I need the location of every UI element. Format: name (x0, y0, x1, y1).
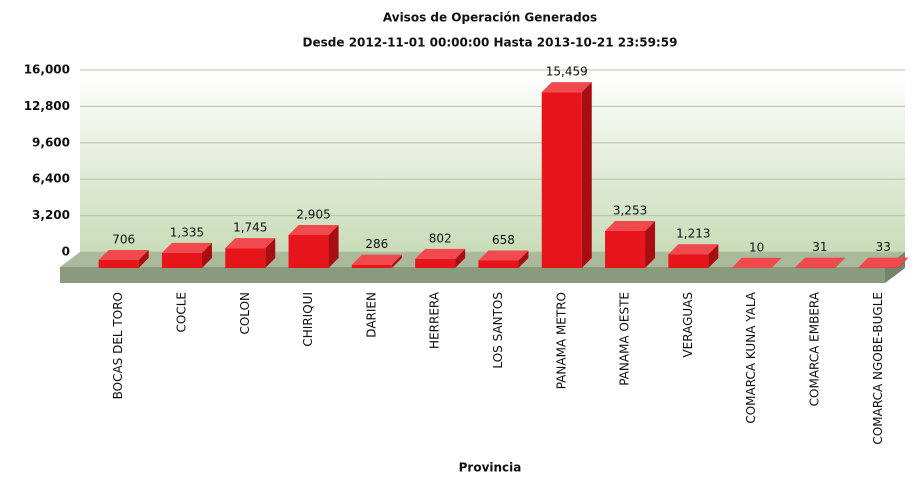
y-tick-label: 0 (62, 245, 70, 259)
floor-front (60, 267, 885, 283)
bar-side (455, 248, 466, 268)
bar (288, 234, 329, 268)
value-label: 2,905 (296, 207, 330, 221)
bar-top (668, 244, 719, 255)
value-label: 286 (365, 237, 388, 251)
bar-side (708, 244, 719, 268)
y-tick-label: 12,800 (24, 99, 70, 113)
chart-title: Avisos de Operación Generados (383, 11, 597, 25)
x-tick-label: VERAGUAS (681, 292, 695, 358)
chart-subtitle: Desde 2012-11-01 00:00:00 Hasta 2013-10-… (303, 36, 678, 50)
bar-side (581, 82, 592, 269)
bar-top (161, 242, 212, 253)
bar (161, 252, 202, 268)
y-tick-label: 9,600 (32, 135, 70, 149)
x-tick-label: COCLE (174, 292, 188, 332)
x-tick-label: COMARCA NGOBE-BUGLE (871, 292, 885, 445)
value-label: 15,459 (546, 65, 588, 79)
bar-side (518, 250, 529, 268)
value-label: 802 (429, 231, 452, 245)
bar-side (645, 220, 656, 268)
bar-top (225, 238, 276, 249)
bar-side (328, 224, 339, 268)
bar-top (858, 257, 909, 268)
bar (478, 260, 519, 268)
bar-top (605, 220, 656, 231)
bar-side (138, 249, 149, 268)
value-label: 33 (876, 240, 891, 254)
x-tick-label: HERRERA (428, 291, 442, 349)
bar-side (771, 257, 782, 268)
x-tick-label: BOCAS DEL TORO (111, 292, 125, 399)
x-tick-label: PANAMA OESTE (618, 292, 632, 386)
bar-top (415, 248, 466, 259)
bar (605, 230, 646, 268)
bar-side (201, 242, 212, 268)
value-label: 1,745 (233, 221, 267, 235)
y-tick-label: 16,000 (24, 63, 70, 77)
value-label: 10 (749, 240, 764, 254)
bar (541, 92, 582, 269)
bar-side (265, 238, 276, 268)
bar-top (98, 249, 149, 260)
x-tick-label: COLON (238, 292, 252, 335)
bar-side (834, 257, 845, 268)
bar (98, 259, 139, 268)
x-tick-label: COMARCA EMBERA (807, 291, 821, 406)
x-tick-label: COMARCA KUNA YALA (744, 291, 758, 423)
bar-top (478, 250, 529, 261)
value-label: 658 (492, 233, 515, 247)
plot-wall (80, 70, 905, 252)
bar (225, 248, 266, 268)
bar-side (391, 254, 402, 268)
bar-top (731, 257, 782, 268)
y-tick-label: 6,400 (32, 172, 70, 186)
bar (415, 258, 456, 268)
bar-top (794, 257, 845, 268)
x-tick-label: DARIEN (364, 292, 378, 338)
value-label: 1,335 (170, 225, 204, 239)
value-label: 1,213 (676, 227, 710, 241)
x-axis-label: Provincia (459, 461, 522, 475)
value-label: 31 (812, 240, 827, 254)
bar-top (351, 254, 402, 265)
bar-side (898, 257, 909, 268)
bar (351, 264, 392, 268)
x-tick-label: LOS SANTOS (491, 292, 505, 369)
bar-top (541, 82, 592, 93)
value-label: 3,253 (613, 203, 647, 217)
x-tick-label: PANAMA METRO (554, 292, 568, 389)
value-label: 706 (112, 232, 135, 246)
y-tick-label: 3,200 (32, 208, 70, 222)
x-tick-label: CHIRIQUI (301, 292, 315, 347)
bar (668, 254, 709, 268)
bar-top (288, 224, 339, 235)
